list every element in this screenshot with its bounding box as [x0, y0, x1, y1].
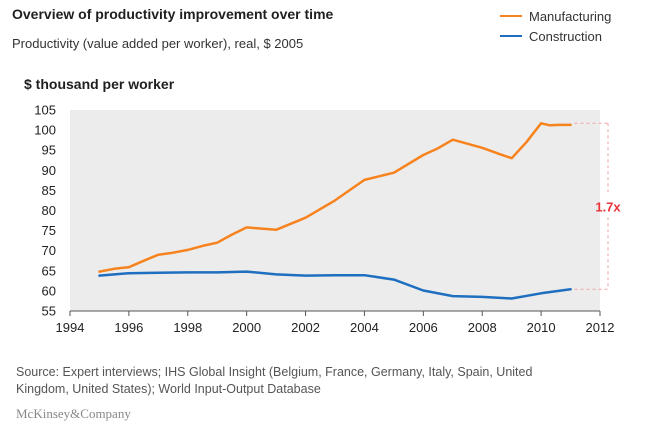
x-tick-label: 2002 — [291, 320, 320, 335]
ratio-label: 1.7x — [595, 199, 621, 214]
legend-item-manufacturing: Manufacturing — [500, 6, 611, 26]
y-tick-label: 100 — [34, 123, 56, 138]
y-tick-label: 80 — [42, 203, 56, 218]
y-axis-unit-label: $ thousand per worker — [24, 76, 175, 92]
source-note: Source: Expert interviews; IHS Global In… — [16, 365, 533, 396]
x-tick-label: 2012 — [586, 320, 615, 335]
y-tick-label: 70 — [42, 243, 56, 258]
x-tick-label: 2000 — [232, 320, 261, 335]
x-tick-label: 2008 — [468, 320, 497, 335]
plot-background — [70, 110, 600, 311]
x-tick-label: 2010 — [527, 320, 556, 335]
legend-label-manufacturing: Manufacturing — [529, 8, 612, 24]
x-tick-label: 2004 — [350, 320, 379, 335]
chart-title: Overview of productivity improvement ove… — [12, 6, 334, 22]
legend-label-construction: Construction — [529, 28, 602, 44]
y-tick-label: 55 — [42, 304, 56, 319]
legend: Manufacturing Construction — [500, 6, 611, 46]
x-tick-label: 1996 — [114, 320, 143, 335]
y-tick-label: 90 — [42, 163, 56, 178]
y-tick-label: 95 — [42, 143, 56, 158]
x-tick-label: 1998 — [173, 320, 202, 335]
y-tick-label: 85 — [42, 183, 56, 198]
legend-swatch-construction — [500, 35, 522, 37]
x-tick-label: 2006 — [409, 320, 438, 335]
chart-subtitle: Productivity (value added per worker), r… — [12, 36, 304, 51]
y-tick-label: 105 — [34, 103, 56, 118]
legend-swatch-manufacturing — [500, 15, 522, 17]
y-tick-label: 60 — [42, 283, 56, 298]
y-tick-label: 75 — [42, 223, 56, 238]
y-tick-label: 65 — [42, 263, 56, 278]
legend-item-construction: Construction — [500, 26, 611, 46]
brand-logo: McKinsey&Company — [16, 406, 131, 421]
manufacturing-line — [98, 122, 572, 273]
construction-line — [98, 270, 572, 300]
x-tick-label: 1994 — [56, 320, 85, 335]
